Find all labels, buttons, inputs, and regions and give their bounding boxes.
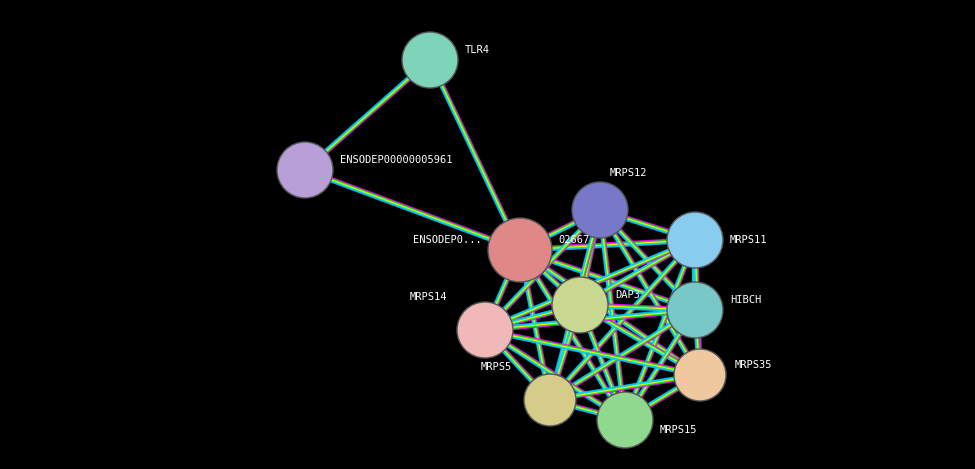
Circle shape	[457, 302, 513, 358]
Text: MRPS14: MRPS14	[410, 292, 447, 302]
Text: ENSODEP0...: ENSODEP0...	[413, 235, 482, 245]
Circle shape	[674, 349, 726, 401]
Circle shape	[552, 277, 608, 333]
Circle shape	[667, 282, 723, 338]
Text: 02667: 02667	[558, 235, 589, 245]
Circle shape	[488, 218, 552, 282]
Circle shape	[277, 142, 333, 198]
Circle shape	[597, 392, 653, 448]
Text: ENSODEP00000005961: ENSODEP00000005961	[340, 155, 452, 165]
Text: TLR4: TLR4	[465, 45, 490, 55]
Text: MRPS5: MRPS5	[481, 362, 512, 372]
Circle shape	[402, 32, 458, 88]
Text: HIBCH: HIBCH	[730, 295, 761, 305]
Circle shape	[524, 374, 576, 426]
Text: DAP3: DAP3	[615, 290, 640, 300]
Text: MRPS11: MRPS11	[730, 235, 767, 245]
Text: MRPS12: MRPS12	[610, 168, 647, 178]
Circle shape	[667, 212, 723, 268]
Circle shape	[572, 182, 628, 238]
Text: MRPS35: MRPS35	[735, 360, 772, 370]
Text: MRPS15: MRPS15	[660, 425, 697, 435]
